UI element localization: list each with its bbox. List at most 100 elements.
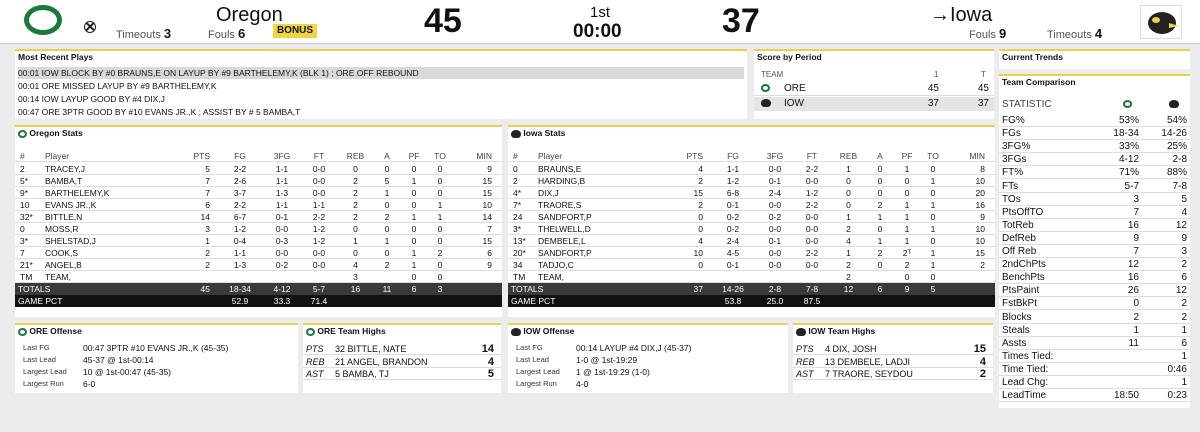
ore-mini-logo [18,327,27,336]
player-stat-cell: 2 [353,188,358,198]
player-stat-cell: SANDFORT,P [538,212,592,222]
player-stat-cell: 0 [930,236,936,246]
sbp-period-score: 37 [927,98,939,109]
player-stat-cell: 0-1 [275,212,289,222]
totals-cell: 3 [437,284,443,294]
player-stat-cell: 2-2 [805,200,819,210]
player-stat-cell: 2 [846,260,851,270]
player-stat-cell: 2-2 [805,164,819,174]
home-score: 45 [424,2,462,40]
player-stat-cell: 6 [205,200,210,210]
offense-value: 10 @ 1st-00:47 (45-35) [83,367,172,377]
iow-mini-logo [511,327,521,336]
player-stat-cell: 0-3 [275,236,289,246]
home-timeouts-label: Timeouts [116,29,161,41]
offense-row: Last Lead 45-37 @ 1st-00:14 [15,354,298,366]
player-stat-cell: 1 [846,212,851,222]
player-stat-cell: ANGEL,B [45,260,82,270]
player-stat-cell: 0-0 [805,212,819,222]
player-stat-cell: 0-2 [726,224,740,234]
pct-cell: GAME PCT [18,296,63,306]
player-stat-cell: 0-0 [312,188,326,198]
comparison-row: FstBkPt 0 2 [999,297,1190,311]
comparison-stat-name: Time Tied: [1002,363,1049,375]
player-stat-cell: 1-2 [312,224,326,234]
player-stat-cell: TRAORE,S [538,200,582,210]
pct-row: GAME PCT 52.9 33.3 71.4 [15,295,502,307]
player-stat-cell: 0 [437,188,443,198]
player-stat-cell: 0-0 [275,224,289,234]
offense-value: 00:14 LAYUP #4 DIX,J (45-37) [576,343,692,353]
team-high-value: 5 [487,368,494,380]
player-stat-cell: 3* [513,224,522,234]
comparison-iow-value: 7-8 [1172,180,1187,192]
stats-column-header: FG [234,151,246,161]
player-stat-cell: 0-0 [768,200,782,210]
comparison-row: DefReb 9 9 [999,232,1190,245]
comparison-ore-value: 26 [1127,285,1139,297]
player-stat-cell: 0-2 [768,212,782,222]
comparison-ore-value: 12 [1127,259,1139,271]
player-stat-cell: 16 [975,200,985,210]
stats-header-row: # Player PTS FG 3FG FT REB A PF TO MIN [15,150,502,162]
player-stat-cell: 4 [698,164,703,174]
comparison-stat-name: TotReb [1002,219,1034,231]
player-stat-cell: 1 [904,200,910,210]
player-stat-cell: 4-5 [726,248,740,258]
comparison-iow-value: 12 [1175,285,1187,297]
player-row: 20* SANDFORT,P 10 4-5 0-0 2-2 1 2 2ᵀ 1 15 [508,247,995,259]
team-comparison-panel: Team Comparison STATISTIC FG% 53% 54% FGs 18… [999,74,1190,408]
team-high-player: 7 TRAORE, SEYDOU [825,369,913,379]
player-stat-cell: 2 [353,212,358,222]
stats-column-header: MIN [969,151,985,161]
stats-column-header: PF [901,151,913,161]
team-high-row: PTS 4 DIX, JOSH 15 [793,343,993,355]
comparison-iow-value: 2 [1181,259,1187,271]
iow-highs-panel: IOW Team Highs PTS 4 DIX, JOSH 15 REB 13 DEM… [793,323,993,393]
player-stat-cell: 1 [384,188,390,198]
sbp-period-header: 1 [934,70,939,79]
player-stat-cell: 0 [437,224,443,234]
play-item: 00:01 ORE MISSED LAYUP BY #9 BARTHELEMY,… [18,81,217,91]
player-stat-cell: 0-2 [726,212,740,222]
player-stat-cell: 2-4 [726,236,740,246]
comparison-stat-name: PtsOffTO [1002,206,1044,218]
comparison-row: Steals 1 1 [999,324,1190,337]
ore-highs-title: ORE Team Highs [317,326,386,336]
player-stat-cell: 2-2 [805,248,819,258]
player-stat-cell: 0 [846,188,851,198]
comparison-ore-value: 53% [1118,115,1139,126]
iowa-stats-panel: Iowa Stats # Player PTS FG 3FG FT REB A PF TO MIN 0… [508,125,995,317]
offense-value: 1 @ 1st-19:29 (1-0) [576,367,650,377]
comparison-row: FTs 5-7 7-8 [999,180,1190,193]
player-row: 0 MOSS,R 3 1-2 0-0 1-2 0 0 0 0 7 [15,223,502,235]
player-stat-cell: 0 [877,188,883,198]
player-stat-cell: 34 [513,260,523,270]
player-row: 10 EVANS JR.,K 6 2-2 1-1 1-1 2 0 0 1 10 [15,199,502,211]
player-stat-cell: 0-0 [312,176,326,186]
player-row: 5* BAMBA,T 7 2-6 1-1 0-0 2 5 1 0 15 [15,175,502,187]
offense-label: Last FG [516,343,543,352]
totals-cell: 16 [350,284,361,294]
oregon-stats-title: Oregon Stats [29,128,83,138]
player-stat-cell: 2 [205,260,210,270]
stats-column-header: 3FG [766,151,784,161]
comparison-row: BenchPts 16 6 [999,271,1190,285]
totals-cell: 14-26 [722,284,744,294]
player-stat-cell: THELWELL,D [538,224,591,234]
player-stat-cell: 0 [384,224,390,234]
player-stat-cell: 0 [877,176,883,186]
bonus-badge: BONUS [273,24,317,38]
player-stat-cell: 0 [698,212,703,222]
player-stat-cell: 2 [698,200,703,210]
player-stat-cell: 0 [353,224,358,234]
pct-cell: 52.9 [231,296,249,306]
player-stat-cell: 0 [904,176,910,186]
comparison-iow-value: 6 [1181,337,1187,349]
player-stat-cell: 6 [487,248,492,258]
current-trends-title: Current Trends [1002,52,1063,62]
player-row: 2 TRACEY,J 5 2-2 1-1 0-0 0 0 0 0 9 [15,163,502,175]
player-stat-cell: 1 [437,212,443,222]
offense-row: Largest Lead 1 @ 1st-19:29 (1-0) [508,366,788,378]
player-stat-cell: 1-1 [233,248,247,258]
